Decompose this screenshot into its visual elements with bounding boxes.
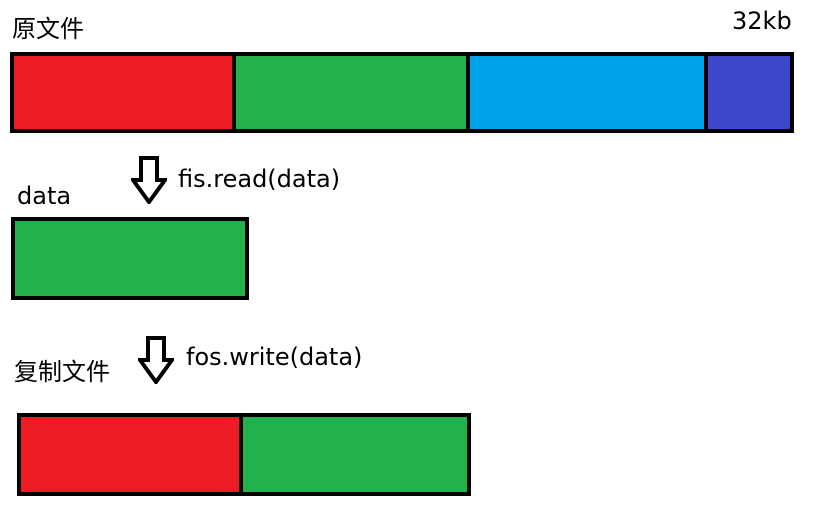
data-buffer-bar — [11, 217, 249, 300]
copied-file-title: 复制文件 — [14, 358, 110, 386]
original-file-bar — [10, 52, 794, 133]
data-buffer-title: data — [17, 182, 72, 210]
original-segment-indigo — [704, 56, 790, 129]
down-arrow-icon — [138, 336, 174, 384]
copied-file-bar — [17, 413, 471, 496]
original-segment-green — [232, 56, 466, 129]
data-segment-green — [15, 221, 245, 296]
file-size-label: 32kb — [732, 7, 792, 35]
copied-segment-green — [239, 417, 467, 492]
read-call-label: fis.read(data) — [178, 165, 341, 193]
original-file-title: 原文件 — [12, 15, 84, 43]
original-segment-red — [14, 56, 232, 129]
write-call-label: fos.write(data) — [186, 343, 363, 371]
copied-segment-red — [21, 417, 239, 492]
original-segment-blue — [466, 56, 704, 129]
down-arrow-icon — [131, 156, 167, 204]
